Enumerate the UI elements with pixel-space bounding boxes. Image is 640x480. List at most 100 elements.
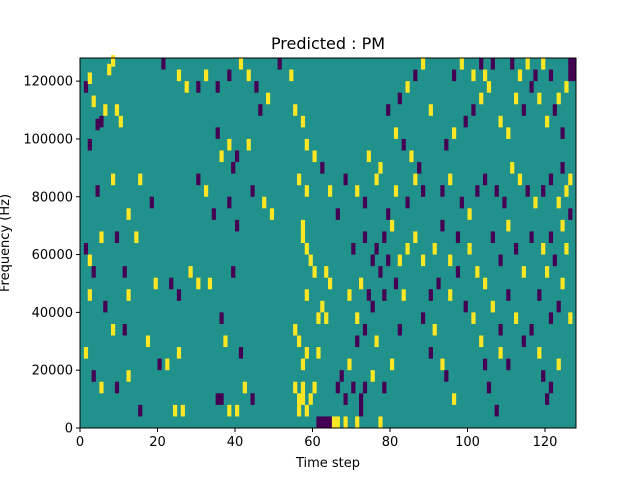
- heatmap-cell: [405, 81, 410, 93]
- heatmap-cell: [176, 289, 182, 301]
- heatmap-cell: [498, 115, 503, 128]
- heatmap-cell: [297, 335, 302, 348]
- y-tick-label: 0: [65, 422, 73, 437]
- heatmap-cell: [126, 289, 131, 301]
- heatmap-cell: [138, 173, 143, 186]
- heatmap-cell: [541, 243, 546, 255]
- heatmap-cell: [506, 127, 511, 139]
- heatmap-cell: [235, 150, 240, 163]
- heatmap-cell: [467, 243, 472, 255]
- heatmap-cell: [459, 196, 464, 209]
- heatmap-cell: [196, 81, 201, 93]
- heatmap-cell: [180, 404, 185, 417]
- heatmap-cell: [440, 219, 445, 232]
- heatmap-cell: [297, 173, 302, 186]
- heatmap-cell: [250, 393, 255, 405]
- heatmap-cell: [204, 69, 209, 82]
- heatmap-cell: [114, 231, 120, 243]
- heatmap-cell: [304, 347, 309, 359]
- heatmap-cell: [452, 127, 457, 139]
- heatmap-cell: [304, 404, 309, 417]
- heatmap-cell: [114, 104, 120, 116]
- heatmap-cell: [483, 69, 488, 82]
- heatmap-cell: [95, 118, 100, 131]
- heatmap-cell: [111, 55, 116, 67]
- heatmap-cell: [564, 81, 569, 93]
- heatmap-cells: [83, 55, 577, 428]
- heatmap-cell: [227, 196, 232, 209]
- heatmap-cell: [83, 81, 89, 93]
- heatmap-cell: [506, 358, 511, 371]
- heatmap-cell: [196, 277, 201, 290]
- heatmap-cell: [320, 300, 325, 313]
- heatmap-cell: [297, 404, 302, 417]
- heatmap-cell: [289, 69, 294, 82]
- heatmap-cell: [479, 58, 484, 70]
- heatmap-cell: [560, 277, 565, 290]
- heatmap-cell: [409, 150, 414, 163]
- heatmap-cell: [498, 254, 503, 267]
- heatmap-cell: [514, 312, 519, 324]
- heatmap-cell: [324, 416, 329, 428]
- heatmap-cell: [506, 289, 511, 301]
- heatmap-cell: [300, 115, 306, 128]
- heatmap-cell: [417, 162, 422, 174]
- chart-title: Predicted : PM: [271, 34, 385, 53]
- heatmap-cell: [204, 185, 209, 197]
- heatmap-cell: [196, 173, 201, 186]
- heatmap-cell: [324, 312, 329, 324]
- heatmap-cell: [533, 196, 538, 209]
- heatmap-cell: [219, 150, 224, 163]
- heatmap-cell: [238, 347, 244, 359]
- heatmap-cell: [545, 393, 550, 405]
- heatmap-cell: [312, 150, 317, 163]
- heatmap-cell: [560, 162, 565, 174]
- heatmap-cell: [169, 277, 174, 290]
- heatmap-cell: [91, 95, 96, 108]
- y-tick-label: 120000: [23, 75, 73, 90]
- x-axis-ticks: 0 20 40 60 80 100 120: [76, 428, 557, 450]
- y-tick-label: 100000: [23, 132, 73, 147]
- x-tick-label: 40: [227, 435, 244, 450]
- heatmap-cell: [564, 185, 569, 197]
- heatmap-cell: [448, 289, 453, 301]
- heatmap-cell: [393, 185, 399, 197]
- heatmap-cell: [335, 208, 340, 220]
- heatmap-cell: [498, 347, 503, 359]
- heatmap-cell: [533, 69, 538, 82]
- heatmap-cell: [103, 300, 108, 313]
- heatmap-cell: [455, 231, 461, 243]
- heatmap-cell: [366, 289, 371, 301]
- heatmap-cell: [215, 81, 220, 93]
- heatmap-cell: [242, 381, 247, 394]
- heatmap-cell: [238, 58, 244, 70]
- heatmap-cell: [83, 243, 89, 255]
- heatmap-cell: [548, 173, 554, 186]
- plot-background: [80, 58, 576, 428]
- heatmap-cell: [483, 173, 488, 186]
- heatmap-cell: [386, 254, 391, 267]
- heatmap-cell: [328, 277, 333, 290]
- heatmap-cell: [448, 254, 453, 267]
- heatmap-cell: [223, 335, 228, 348]
- heatmap-cell: [227, 404, 232, 417]
- heatmap-cell: [300, 219, 306, 232]
- heatmap-cell: [231, 162, 236, 174]
- heatmap-cell: [355, 416, 360, 428]
- heatmap-cell: [483, 358, 488, 371]
- heatmap-cell: [548, 312, 554, 324]
- heatmap-cell: [362, 381, 368, 394]
- heatmap-cell: [161, 58, 166, 70]
- heatmap-cell: [312, 381, 317, 394]
- heatmap-cell: [320, 416, 325, 428]
- heatmap-cell: [308, 254, 313, 267]
- heatmap-cell: [320, 162, 325, 174]
- heatmap-cell: [393, 127, 399, 139]
- heatmap-cell: [219, 312, 224, 324]
- heatmap-cell: [428, 347, 433, 359]
- heatmap-cell: [91, 370, 96, 382]
- heatmap-cell: [483, 277, 488, 290]
- heatmap-cell: [235, 404, 240, 417]
- heatmap-cell: [537, 347, 542, 359]
